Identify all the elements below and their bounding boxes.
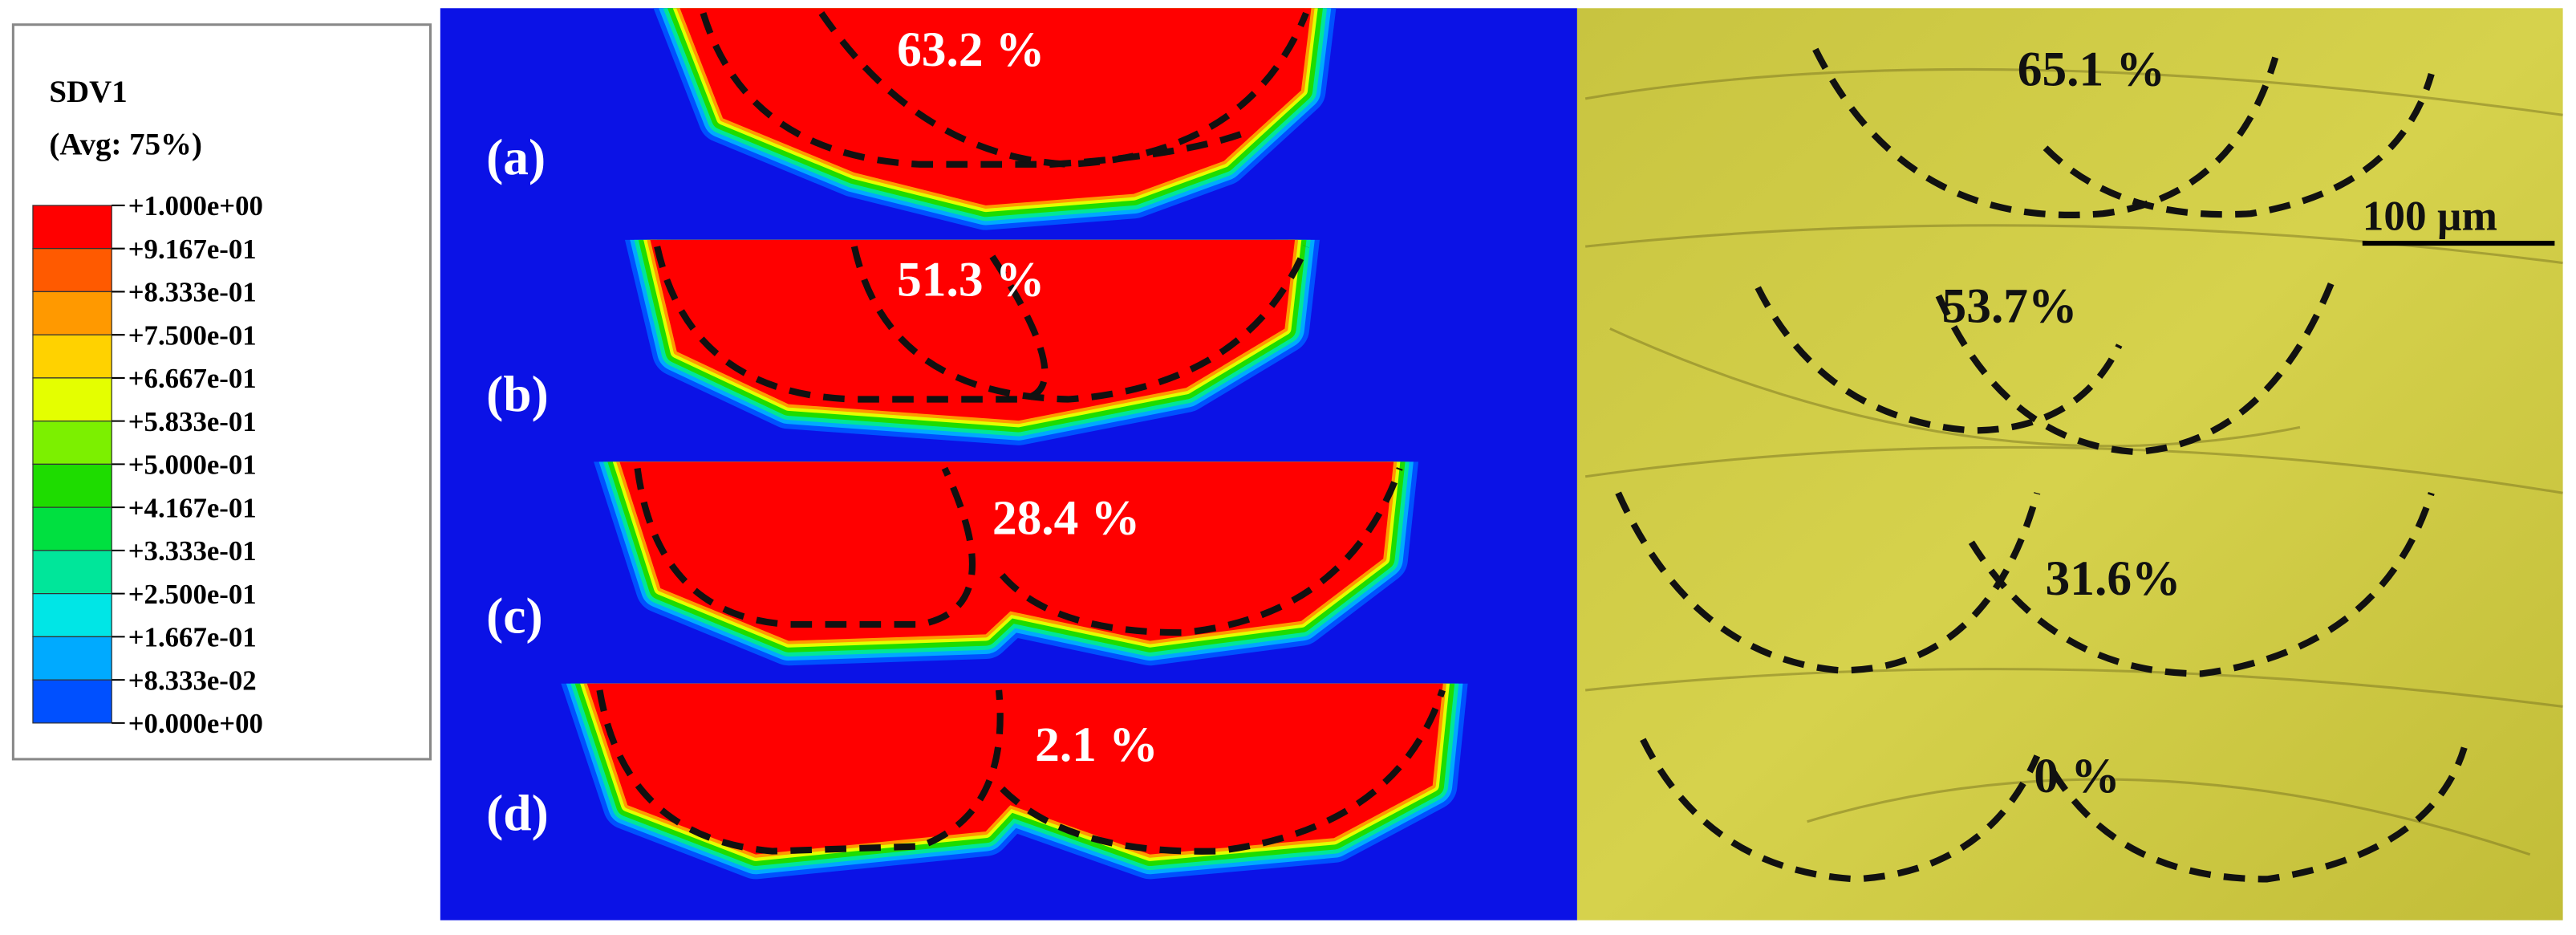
legend-label: +4.167e-01	[128, 492, 257, 523]
legend-swatch	[32, 205, 112, 250]
overlap-percent: 53.7%	[1942, 278, 2078, 333]
legend-label: +5.833e-01	[128, 406, 257, 437]
dashed-boundary	[1755, 286, 2123, 434]
legend-label: +6.667e-01	[128, 363, 257, 394]
melt-pool	[561, 683, 1468, 880]
dashed-boundary	[634, 466, 976, 628]
legend-label: +3.333e-01	[128, 535, 257, 567]
legend-label: +8.333e-02	[128, 665, 257, 696]
legend-swatch	[32, 506, 112, 551]
dashed-boundary	[1615, 491, 2041, 674]
dashed-boundary	[596, 689, 1004, 855]
dashed-boundary	[700, 12, 1250, 168]
melt-pool-core	[650, 239, 1296, 421]
dashed-boundary	[2043, 73, 2435, 218]
legend-swatch	[32, 377, 112, 422]
melt-pools	[561, 8, 1468, 880]
legend-swatch	[32, 334, 112, 379]
legend-subtitle: (Avg: 75%)	[49, 127, 201, 161]
overlap-percent: 65.1 %	[2018, 42, 2165, 96]
dashed-boundary	[1968, 492, 2435, 677]
legend-swatch	[32, 593, 112, 638]
dashed-boundary	[850, 245, 1309, 403]
dashed-boundary	[654, 244, 1049, 403]
legend-swatch	[32, 421, 112, 465]
legend-label: +9.167e-01	[128, 234, 257, 265]
legend-label: +8.333e-01	[128, 277, 257, 308]
overlap-percent: 28.4 %	[992, 490, 1140, 545]
panel-label: (b)	[486, 365, 549, 422]
legend-label: +7.500e-01	[128, 319, 257, 351]
melt-pool	[624, 239, 1320, 445]
dashed-boundary	[1640, 738, 2041, 883]
micrograph-boundaries	[1615, 47, 2468, 883]
legend-label: +1.667e-01	[128, 622, 257, 653]
dashed-boundary	[2051, 746, 2468, 883]
legend-label: +1.000e+00	[128, 190, 263, 222]
melt-pool-core	[586, 683, 1443, 855]
legend-swatch	[32, 248, 112, 293]
simulation-boundaries	[596, 11, 1446, 855]
overlap-percent: 63.2 %	[897, 22, 1045, 77]
legend-swatch	[32, 291, 112, 335]
legend-title: SDV1	[49, 75, 127, 109]
melt-pool-core	[619, 461, 1394, 641]
panel-label: (a)	[486, 128, 546, 185]
panel-label: (d)	[486, 784, 549, 841]
dashed-boundary	[1812, 47, 2279, 218]
legend-label: +5.000e-01	[128, 449, 257, 481]
legend-label: +0.000e+00	[128, 708, 263, 739]
legend-label: +2.500e-01	[128, 579, 257, 610]
micrograph-background	[1576, 8, 2563, 921]
legend-swatch	[32, 463, 112, 508]
panel-label: (c)	[486, 587, 542, 644]
overlap-percent: 31.6%	[2046, 551, 2181, 606]
overlap-percent: 0 %	[2034, 749, 2120, 803]
legend-swatch	[32, 550, 112, 595]
overlap-percent: 2.1 %	[1035, 718, 1158, 772]
legend-swatch	[32, 679, 112, 724]
dashed-boundary	[1000, 467, 1403, 636]
scale-bar-label: 100 µm	[2363, 193, 2497, 240]
legend-swatch	[32, 636, 112, 681]
overlap-percent: 51.3 %	[897, 253, 1045, 307]
grain-texture	[1584, 67, 2563, 856]
legend: +1.000e+00 +9.167e-01 +8.333e-01 +7.500e-01…	[32, 190, 263, 739]
melt-pool	[594, 461, 1419, 666]
